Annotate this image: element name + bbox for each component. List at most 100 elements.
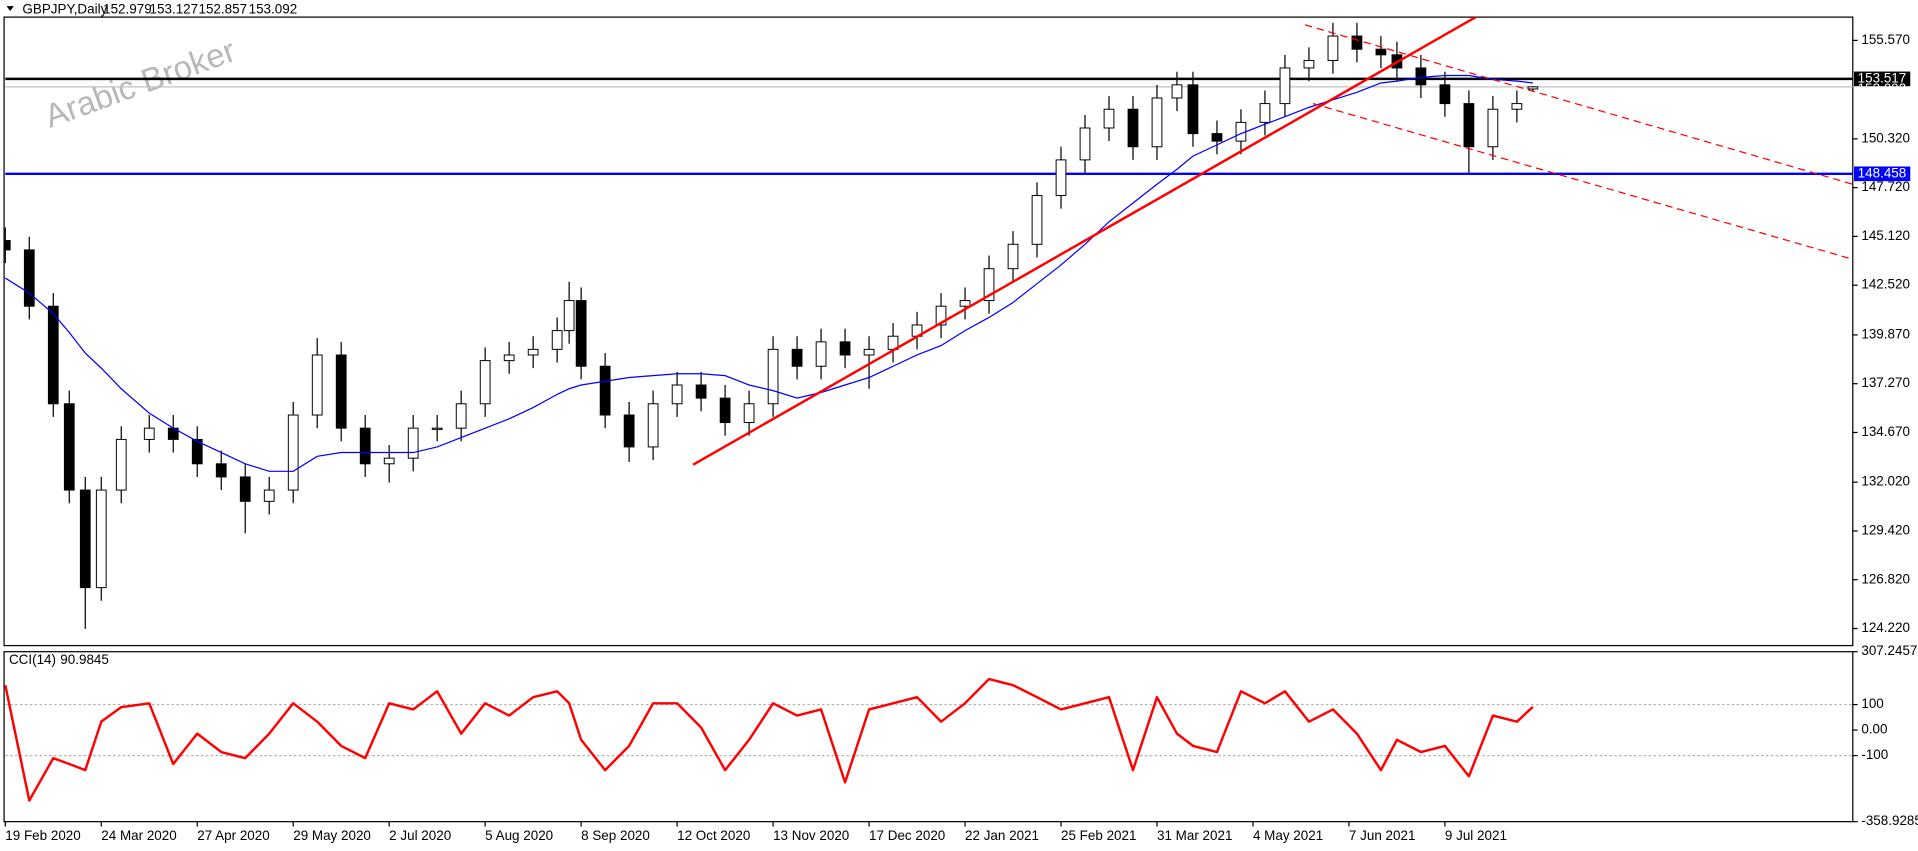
candle-body xyxy=(191,438,203,465)
level-label-box xyxy=(1854,71,1911,87)
candle-body xyxy=(4,240,11,251)
y-tick-label: 145.120 xyxy=(1861,228,1910,243)
candle-body xyxy=(1351,35,1363,50)
candle-body xyxy=(359,427,371,465)
y-tick-label: 126.820 xyxy=(1861,571,1910,586)
level-label: 153.517 xyxy=(1858,70,1907,85)
x-tick-label: 8 Sep 2020 xyxy=(581,828,650,843)
candle-body xyxy=(1303,59,1315,69)
candle-body xyxy=(1327,35,1339,61)
y-tick-label: 147.720 xyxy=(1861,179,1910,194)
x-tick-label: 27 Apr 2020 xyxy=(197,828,269,843)
cci-title: CCI(14) xyxy=(9,652,56,667)
candle-body xyxy=(671,384,683,405)
y-tick-label: -100 xyxy=(1861,747,1888,762)
level-label: 148.458 xyxy=(1858,165,1907,180)
y-tick-label: 0.00 xyxy=(1861,722,1887,737)
cci-pane xyxy=(3,651,1854,823)
candle-body xyxy=(1487,108,1499,148)
candle-body xyxy=(287,414,299,491)
x-tick-label: 2 Jul 2020 xyxy=(389,828,451,843)
candle-body xyxy=(1171,84,1183,99)
candle-body xyxy=(791,348,803,367)
candle-body xyxy=(1511,103,1523,110)
candle-body xyxy=(1375,48,1387,56)
candle-body xyxy=(263,489,275,502)
y-tick-label: -358.9285 xyxy=(1861,813,1918,828)
y-tick-label: 132.020 xyxy=(1861,474,1910,489)
candle-body xyxy=(239,476,251,502)
candle-body xyxy=(455,403,467,429)
candle-body xyxy=(1079,127,1091,161)
candle-body xyxy=(623,414,635,448)
candle-body xyxy=(431,427,443,430)
price-pane xyxy=(3,16,1854,647)
moving-average xyxy=(4,74,1533,472)
y-tick-label: 124.220 xyxy=(1861,620,1910,635)
candle-body xyxy=(1031,195,1043,245)
x-tick-label: 22 Jan 2021 xyxy=(965,828,1039,843)
candle-body xyxy=(479,360,491,405)
x-tick-label: 25 Feb 2021 xyxy=(1061,828,1136,843)
candle-body xyxy=(95,489,107,589)
y-tick-label: 307.2457 xyxy=(1861,643,1917,658)
candle-body xyxy=(311,354,323,416)
y-tick-label: 150.320 xyxy=(1861,130,1910,145)
candle-body xyxy=(1415,67,1427,86)
candle-body xyxy=(1527,86,1539,90)
trendline xyxy=(692,17,1479,466)
candle-body xyxy=(563,300,575,332)
y-tick-label: 134.670 xyxy=(1861,424,1910,439)
candle-body xyxy=(863,348,875,356)
candle-body xyxy=(503,354,515,362)
candle-body xyxy=(215,463,227,478)
x-tick-label: 7 Jun 2021 xyxy=(1349,828,1416,843)
candle-body xyxy=(23,249,35,307)
x-tick-label: 24 Mar 2020 xyxy=(101,828,176,843)
candle-body xyxy=(1463,103,1475,148)
ohlc-high: 153.127 xyxy=(150,1,199,16)
x-tick-label: 4 May 2021 xyxy=(1253,828,1323,843)
y-tick-label: 137.270 xyxy=(1861,375,1910,390)
candle-body xyxy=(1055,159,1067,197)
level-label-box xyxy=(1854,166,1911,182)
candle-body xyxy=(1259,103,1271,123)
current-price-label: 153.092 xyxy=(1858,81,1907,96)
y-tick-label: 155.570 xyxy=(1861,32,1910,47)
candle-body xyxy=(1007,243,1019,270)
x-tick-label: 19 Feb 2020 xyxy=(5,828,80,843)
candle-body xyxy=(599,365,611,416)
x-tick-label: 9 Jul 2021 xyxy=(1445,828,1507,843)
candle-body xyxy=(335,354,347,429)
candle-body xyxy=(383,457,395,465)
candle-body xyxy=(551,330,563,350)
ohlc-open: 152.979 xyxy=(103,1,152,16)
trendline xyxy=(1304,24,1853,185)
x-tick-label: 13 Nov 2020 xyxy=(773,828,849,843)
candle-body xyxy=(815,341,827,367)
x-tick-label: 17 Dec 2020 xyxy=(869,828,945,843)
candle-body xyxy=(935,305,947,326)
candle-body xyxy=(1127,108,1139,148)
candle-body xyxy=(1103,108,1115,129)
trendline xyxy=(1312,103,1853,260)
x-tick-label: 29 May 2020 xyxy=(293,828,371,843)
x-tick-label: 5 Aug 2020 xyxy=(485,828,553,843)
candle-body xyxy=(47,305,59,405)
x-tick-label: 31 Mar 2021 xyxy=(1157,828,1232,843)
candle-body xyxy=(575,300,587,367)
candle-body xyxy=(407,427,419,459)
candle-body xyxy=(647,403,659,448)
y-tick-label: 142.520 xyxy=(1861,277,1910,292)
ohlc-low: 152.857 xyxy=(198,1,247,16)
candle-body xyxy=(1279,67,1291,105)
candle-body xyxy=(839,341,851,356)
candle-body xyxy=(767,348,779,405)
candle-body xyxy=(527,348,539,356)
candle-body xyxy=(79,489,91,589)
cci-line xyxy=(4,677,1534,802)
y-tick-label: 100 xyxy=(1861,696,1883,711)
menu-arrow[interactable] xyxy=(6,6,14,12)
candle-body xyxy=(695,384,707,399)
